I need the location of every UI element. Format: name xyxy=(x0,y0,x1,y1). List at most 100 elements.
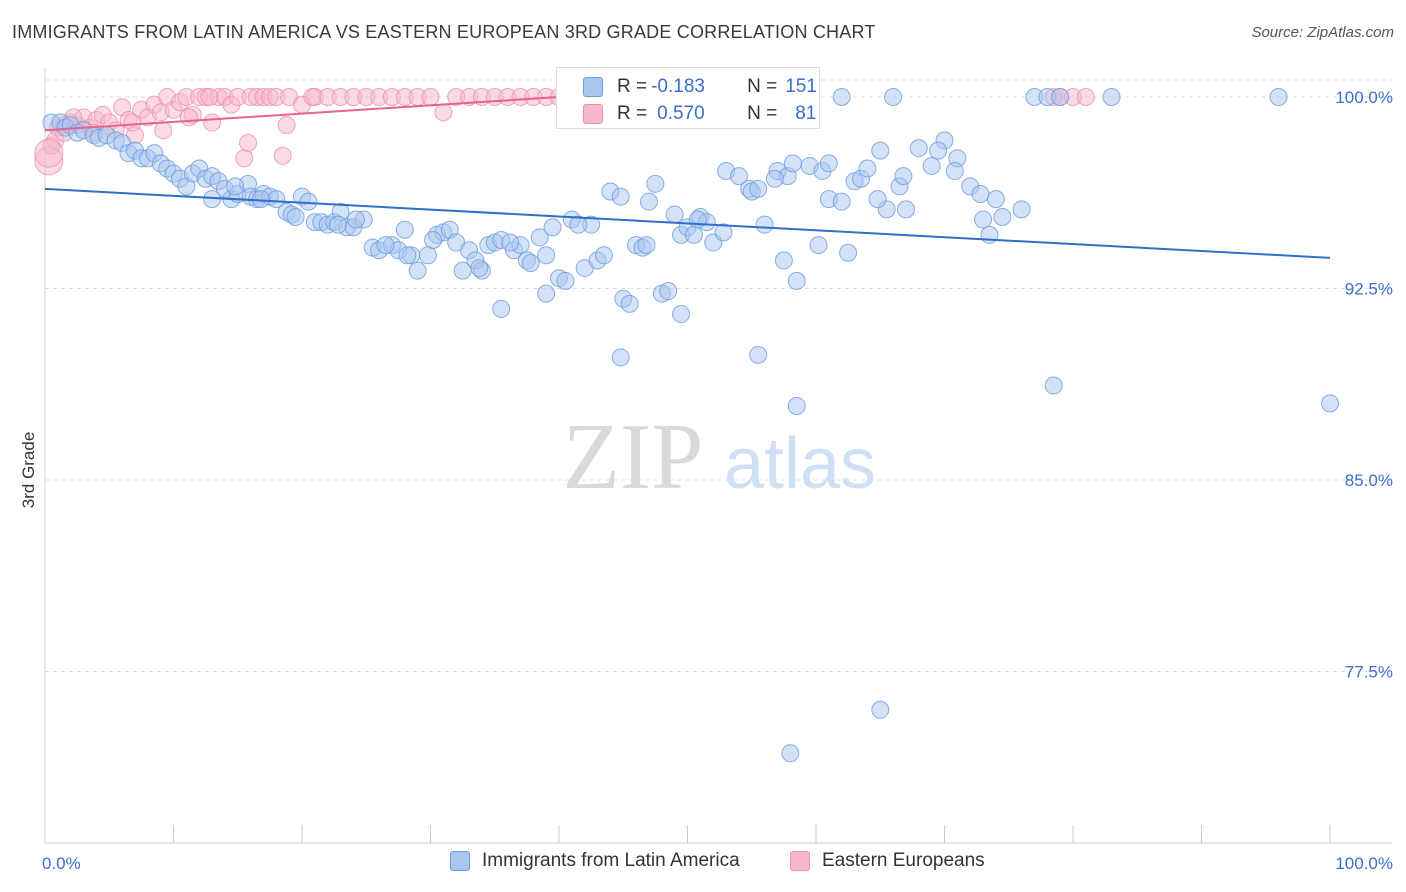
legend-swatch-blue xyxy=(450,851,470,871)
blue-point-116 xyxy=(922,156,941,175)
blue-point-155 xyxy=(929,141,948,160)
blue-point-115 xyxy=(909,139,928,158)
blue-point-156 xyxy=(945,162,964,181)
pink-point-76 xyxy=(239,133,258,152)
blue-point-142 xyxy=(569,215,588,234)
blue-point-133 xyxy=(286,208,305,227)
blue-point-145 xyxy=(637,236,656,255)
legend-swatch-pink xyxy=(790,851,810,871)
pink-point-32 xyxy=(235,149,254,168)
watermark-zip: ZIP xyxy=(563,405,704,509)
blue-point-168 xyxy=(672,305,691,324)
pink-point-27 xyxy=(203,113,222,132)
r-label-pink: R = xyxy=(617,103,648,124)
blue-point-114 xyxy=(896,200,915,219)
blue-point-94 xyxy=(729,167,748,186)
blue-point-147 xyxy=(688,210,707,229)
blue-point-141 xyxy=(521,253,540,272)
blue-point-166 xyxy=(871,700,890,719)
blue-point-51 xyxy=(395,220,414,239)
blue-point-140 xyxy=(501,233,520,252)
x-tick-label-0: 0.0% xyxy=(42,854,81,873)
pink-point-69 xyxy=(1076,88,1095,106)
pink-point-74 xyxy=(179,108,198,127)
y-axis-label: 3rd Grade xyxy=(19,432,38,509)
chart-title: IMMIGRANTS FROM LATIN AMERICA VS EASTERN… xyxy=(12,22,876,42)
blue-point-165 xyxy=(1321,394,1339,413)
x-tick-labels: 0.0% 100.0% xyxy=(42,854,1393,873)
blue-point-134 xyxy=(328,215,347,234)
pink-point-78 xyxy=(303,88,322,106)
stats-legend: R = -0.183 N = 151 R = 0.570 N = 81 xyxy=(556,67,820,129)
blue-point-159 xyxy=(884,88,903,106)
blue-point-135 xyxy=(346,210,365,229)
stats-row-pink: R = 0.570 N = 81 xyxy=(583,101,816,127)
blue-point-169 xyxy=(537,284,556,303)
n-label-pink: N = xyxy=(747,103,778,124)
blue-point-161 xyxy=(611,348,630,367)
blue-point-111 xyxy=(871,141,890,160)
blue-point-107 xyxy=(839,243,858,262)
legend-item-latin-america: Immigrants from Latin America xyxy=(450,850,740,872)
y-tick-labels: 100.0% 92.5% 85.0% 77.5% xyxy=(1335,88,1393,682)
n-label-blue: N = xyxy=(747,76,778,97)
blue-point-80 xyxy=(620,294,639,313)
pink-point-38 xyxy=(273,146,292,165)
blue-point-86 xyxy=(665,205,684,224)
blue-point-124 xyxy=(1012,200,1031,219)
blue-point-110 xyxy=(858,159,877,178)
pink-point-50 xyxy=(421,88,440,106)
bottom-legend: Immigrants from Latin America Eastern Eu… xyxy=(0,850,1406,880)
blue-point-102 xyxy=(787,271,806,290)
blue-point-122 xyxy=(986,190,1005,209)
blue-point-138 xyxy=(424,230,443,249)
blue-point-148 xyxy=(714,223,733,242)
blue-point-84 xyxy=(646,174,665,193)
series-latin-america xyxy=(42,88,1339,763)
y-tick-label-3: 77.5% xyxy=(1345,663,1393,682)
blue-point-136 xyxy=(376,236,395,255)
legend-label-latin-america: Immigrants from Latin America xyxy=(482,850,740,871)
legend-item-eastern-europeans: Eastern Europeans xyxy=(790,850,985,872)
blue-point-158 xyxy=(832,88,851,106)
blue-point-151 xyxy=(809,236,828,255)
blue-point-143 xyxy=(594,246,613,265)
y-tick-label-2: 85.0% xyxy=(1345,471,1393,490)
blue-point-152 xyxy=(832,192,851,211)
blue-point-137 xyxy=(398,246,417,265)
watermark: ZIP atlas xyxy=(563,405,877,509)
y-tick-label-1: 92.5% xyxy=(1345,280,1393,299)
blue-point-157 xyxy=(971,185,990,204)
blue-point-69 xyxy=(530,228,549,247)
pink-point-51 xyxy=(434,103,453,122)
blue-swatch xyxy=(583,77,603,97)
blue-point-144 xyxy=(611,187,630,206)
blue-point-154 xyxy=(894,167,913,186)
blue-point-150 xyxy=(783,154,802,173)
blue-point-131 xyxy=(226,177,245,196)
blue-point-149 xyxy=(765,169,784,188)
blue-point-97 xyxy=(749,179,768,198)
pink-point-72 xyxy=(123,113,142,132)
trend-line-eastern-europeans xyxy=(44,96,560,132)
y-tick-label-0: 100.0% xyxy=(1335,88,1393,107)
blue-point-146 xyxy=(659,282,678,301)
blue-point-132 xyxy=(251,190,270,209)
watermark-atlas: atlas xyxy=(724,424,876,504)
trend-lines xyxy=(44,96,1331,259)
blue-point-128 xyxy=(1102,88,1121,106)
x-tick-label-1: 100.0% xyxy=(1335,854,1393,873)
r-value-pink: 0.570 xyxy=(657,103,705,124)
n-value-pink: 81 xyxy=(795,103,817,124)
stats-row-blue: R = -0.183 N = 151 xyxy=(583,74,817,100)
blue-point-83 xyxy=(639,192,658,211)
axes xyxy=(44,68,1392,844)
source-label: Source: ZipAtlas.com xyxy=(1251,24,1394,41)
blue-point-53 xyxy=(408,261,427,280)
legend-label-eastern-europeans: Eastern Europeans xyxy=(822,850,985,871)
blue-point-167 xyxy=(781,744,800,763)
blue-point-54 xyxy=(418,246,437,265)
pink-point-73 xyxy=(154,121,173,140)
r-label-blue: R = xyxy=(617,76,648,97)
blue-point-71 xyxy=(543,218,562,237)
